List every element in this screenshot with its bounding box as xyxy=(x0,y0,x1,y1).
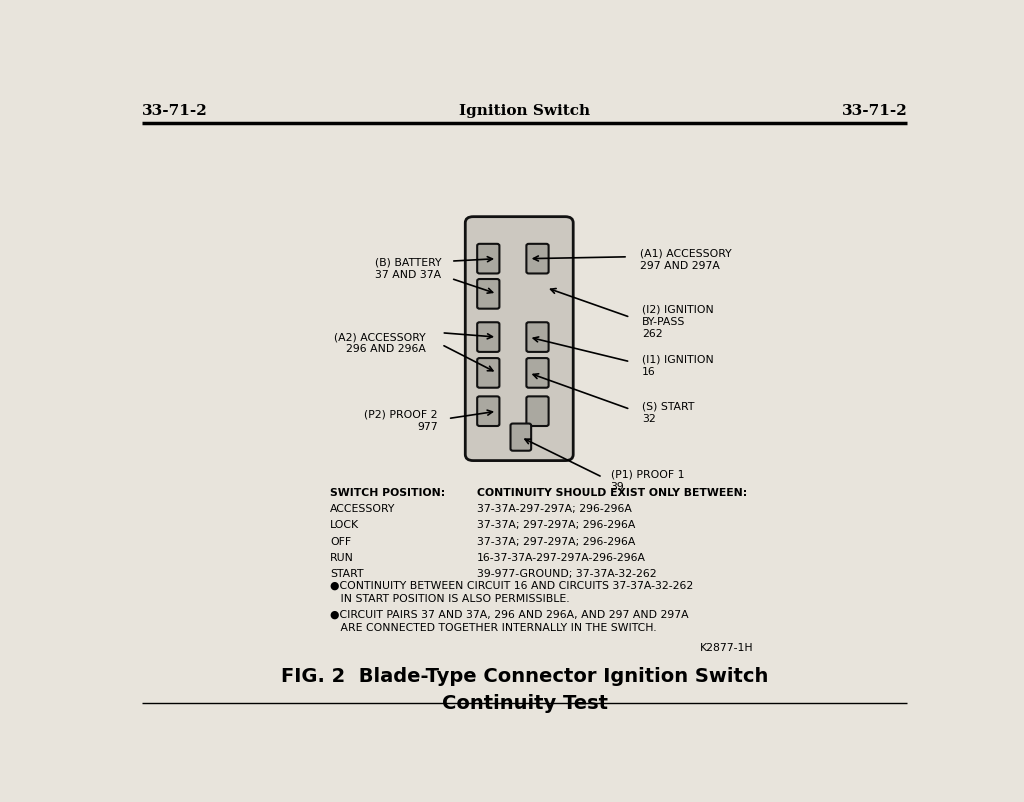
Text: Ignition Switch: Ignition Switch xyxy=(459,103,591,118)
Text: OFF: OFF xyxy=(331,537,351,546)
Text: (B) BATTERY
37 AND 37A: (B) BATTERY 37 AND 37A xyxy=(375,258,441,281)
Text: ●CIRCUIT PAIRS 37 AND 37A, 296 AND 296A, AND 297 AND 297A
   ARE CONNECTED TOGET: ●CIRCUIT PAIRS 37 AND 37A, 296 AND 296A,… xyxy=(331,610,689,634)
Text: 33-71-2: 33-71-2 xyxy=(142,103,208,118)
Text: K2877-1H: K2877-1H xyxy=(699,642,753,653)
Text: 16-37-37A-297-297A-296-296A: 16-37-37A-297-297A-296-296A xyxy=(477,553,646,562)
FancyBboxPatch shape xyxy=(526,396,549,426)
Text: RUN: RUN xyxy=(331,553,354,562)
FancyBboxPatch shape xyxy=(511,423,531,451)
FancyBboxPatch shape xyxy=(526,358,549,387)
Text: 37-37A; 297-297A; 296-296A: 37-37A; 297-297A; 296-296A xyxy=(477,537,636,546)
Text: SWITCH POSITION:: SWITCH POSITION: xyxy=(331,488,445,498)
Text: FIG. 2  Blade-Type Connector Ignition Switch
Continuity Test: FIG. 2 Blade-Type Connector Ignition Swi… xyxy=(282,667,768,713)
Text: ACCESSORY: ACCESSORY xyxy=(331,504,395,514)
Text: (I2) IGNITION
BY-PASS
262: (I2) IGNITION BY-PASS 262 xyxy=(642,304,714,339)
Text: 33-71-2: 33-71-2 xyxy=(842,103,907,118)
Text: 37-37A-297-297A; 296-296A: 37-37A-297-297A; 296-296A xyxy=(477,504,632,514)
Text: (P1) PROOF 1
39: (P1) PROOF 1 39 xyxy=(610,469,684,492)
Text: START: START xyxy=(331,569,364,579)
Text: CONTINUITY SHOULD EXIST ONLY BETWEEN:: CONTINUITY SHOULD EXIST ONLY BETWEEN: xyxy=(477,488,748,498)
FancyBboxPatch shape xyxy=(477,322,500,352)
FancyBboxPatch shape xyxy=(465,217,573,460)
FancyBboxPatch shape xyxy=(477,358,500,387)
Text: 37-37A; 297-297A; 296-296A: 37-37A; 297-297A; 296-296A xyxy=(477,520,636,530)
Text: (A2) ACCESSORY
296 AND 296A: (A2) ACCESSORY 296 AND 296A xyxy=(334,332,426,354)
FancyBboxPatch shape xyxy=(477,244,500,273)
Text: (A1) ACCESSORY
297 AND 297A: (A1) ACCESSORY 297 AND 297A xyxy=(640,249,731,271)
Text: (I1) IGNITION
16: (I1) IGNITION 16 xyxy=(642,355,714,377)
Text: (P2) PROOF 2
977: (P2) PROOF 2 977 xyxy=(364,409,437,431)
Text: 39-977-GROUND; 37-37A-32-262: 39-977-GROUND; 37-37A-32-262 xyxy=(477,569,656,579)
FancyBboxPatch shape xyxy=(477,279,500,309)
FancyBboxPatch shape xyxy=(526,244,549,273)
FancyBboxPatch shape xyxy=(526,322,549,352)
Text: (S) START
32: (S) START 32 xyxy=(642,402,694,424)
Text: LOCK: LOCK xyxy=(331,520,359,530)
Text: ●CONTINUITY BETWEEN CIRCUIT 16 AND CIRCUITS 37-37A-32-262
   IN START POSITION I: ●CONTINUITY BETWEEN CIRCUIT 16 AND CIRCU… xyxy=(331,581,693,604)
FancyBboxPatch shape xyxy=(477,396,500,426)
